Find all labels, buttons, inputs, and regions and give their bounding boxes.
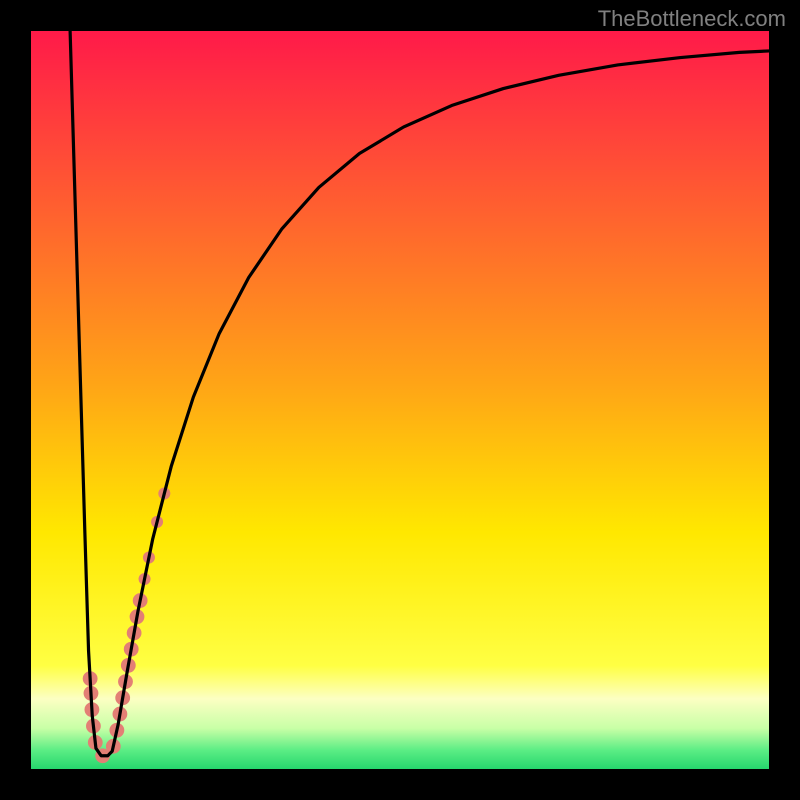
chart-frame: TheBottleneck.com — [0, 0, 800, 800]
watermark-text: TheBottleneck.com — [598, 6, 786, 32]
gradient-background — [31, 31, 769, 769]
bottleneck-chart-svg — [0, 0, 800, 800]
